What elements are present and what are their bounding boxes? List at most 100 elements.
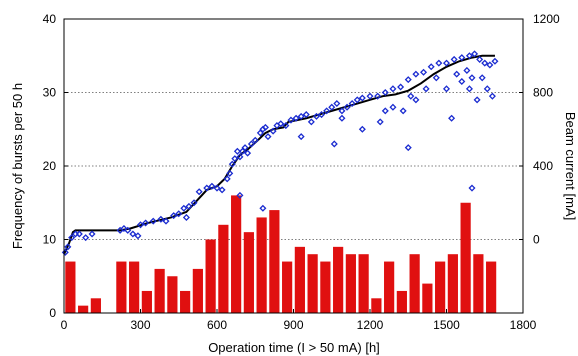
scatter-point xyxy=(233,147,241,155)
scatter-point xyxy=(328,103,336,111)
scatter-point xyxy=(297,133,305,141)
bar xyxy=(358,254,369,313)
bar xyxy=(205,239,216,313)
scatter-point xyxy=(277,120,285,128)
scatter-point xyxy=(185,202,193,210)
y-right-tick-label: 800 xyxy=(533,86,553,100)
scatter-point xyxy=(282,122,290,130)
scatter-point xyxy=(338,114,346,122)
scatter-point xyxy=(223,175,231,183)
bar xyxy=(90,298,101,313)
y-left-tick-label: 20 xyxy=(43,159,57,173)
scatter-point xyxy=(488,92,496,100)
scatter-point xyxy=(241,144,249,152)
scatter-point xyxy=(323,107,331,115)
scatter-point xyxy=(458,77,466,85)
bar xyxy=(282,261,293,313)
scatter-point xyxy=(465,85,473,93)
bar xyxy=(218,224,229,313)
scatter-point xyxy=(292,114,300,122)
scatter-point xyxy=(463,66,471,74)
scatter-point xyxy=(120,224,128,232)
bar xyxy=(180,290,191,313)
scatter-point xyxy=(491,57,499,65)
scatter-point xyxy=(302,111,310,119)
scatter-point xyxy=(389,85,397,93)
scatter-point xyxy=(427,63,435,71)
bar xyxy=(154,268,165,313)
scatter-point xyxy=(218,186,226,194)
scatter-point xyxy=(412,96,420,104)
scatter-point xyxy=(397,83,405,91)
scatter-point xyxy=(149,217,157,225)
grid-layer xyxy=(64,92,523,240)
scatter-point xyxy=(450,55,458,63)
scatter-point xyxy=(404,76,412,84)
scatter-point xyxy=(238,147,247,155)
scatter-point xyxy=(247,140,255,148)
scatter-point xyxy=(343,103,351,111)
scatter-point xyxy=(412,70,420,78)
scatter-point xyxy=(244,149,252,157)
scatter-point xyxy=(435,59,443,67)
scatter-point xyxy=(422,85,430,93)
bar xyxy=(320,261,331,313)
scatter-point xyxy=(88,230,96,238)
y-left-tick-label: 0 xyxy=(49,306,56,320)
scatter-point xyxy=(476,55,484,63)
scatter-point xyxy=(75,230,83,238)
bar xyxy=(396,290,407,313)
scatter-point xyxy=(333,100,341,108)
scatter-point xyxy=(134,232,142,240)
scatter-point xyxy=(64,243,72,251)
x-tick-label: 1500 xyxy=(433,318,460,332)
scatter-point xyxy=(312,112,320,120)
scatter-point xyxy=(486,61,494,69)
bar xyxy=(269,210,280,313)
scatter-point xyxy=(170,212,178,220)
scatter-point xyxy=(404,144,412,152)
bar xyxy=(65,261,76,313)
x-tick-label: 0 xyxy=(61,318,68,332)
scatter-point xyxy=(348,100,356,108)
scatter-point xyxy=(468,184,476,192)
x-tick-label: 300 xyxy=(130,318,150,332)
scatter-point xyxy=(297,112,305,120)
bar xyxy=(460,202,471,313)
scatter-point xyxy=(353,96,361,104)
scatter-point xyxy=(175,210,183,218)
scatter-point xyxy=(208,182,216,190)
scatter-point xyxy=(129,230,137,238)
y-left-tick-label: 40 xyxy=(43,12,57,26)
scatter-point xyxy=(136,221,145,229)
scatter-point xyxy=(190,199,198,207)
scatter-point xyxy=(420,68,428,76)
scatter-point xyxy=(399,107,407,115)
bar xyxy=(486,261,497,313)
scatter-point xyxy=(256,129,264,137)
bar xyxy=(307,254,318,313)
scatter-point xyxy=(142,219,150,227)
scatter-point xyxy=(264,133,272,141)
bar xyxy=(256,217,267,313)
scatter-layer xyxy=(61,50,499,256)
scatter-point xyxy=(226,169,234,177)
bar xyxy=(333,246,344,313)
scatter-point xyxy=(195,188,203,196)
bar xyxy=(345,254,356,313)
bar xyxy=(116,261,127,313)
bar xyxy=(473,254,484,313)
bar xyxy=(141,290,152,313)
bar xyxy=(78,305,89,313)
scatter-point xyxy=(432,74,440,82)
y-right-tick-label: 0 xyxy=(533,233,540,247)
scatter-point xyxy=(231,155,239,163)
scatter-point xyxy=(157,215,165,223)
scatter-point xyxy=(68,234,76,242)
scatter-point xyxy=(448,114,456,122)
bar xyxy=(294,246,305,313)
scatter-point xyxy=(236,153,244,161)
x-tick-label: 1800 xyxy=(510,318,537,332)
